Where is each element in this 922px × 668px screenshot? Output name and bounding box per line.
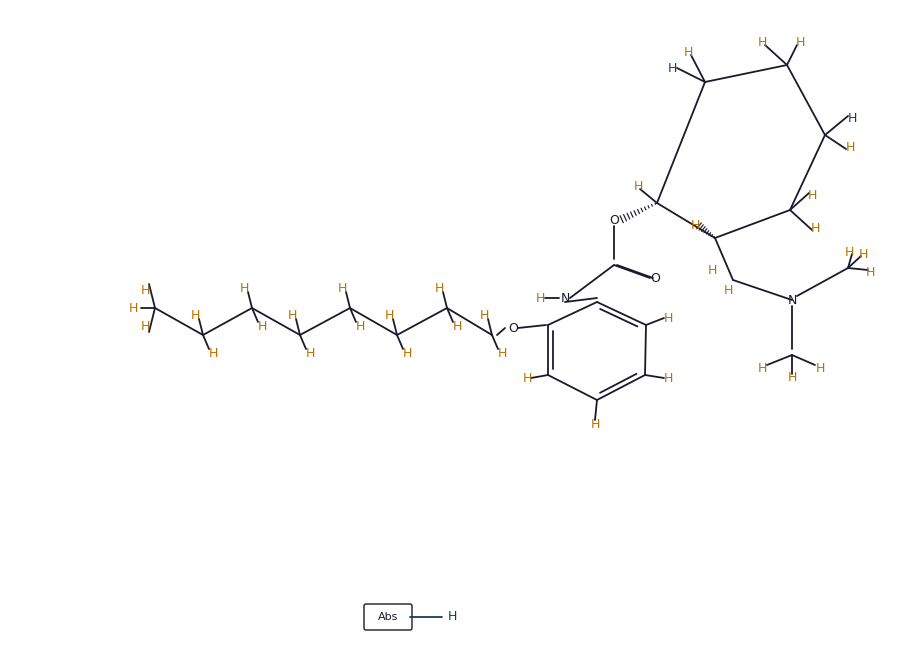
Text: H: H	[757, 35, 767, 49]
Text: H: H	[140, 319, 149, 333]
Text: H: H	[434, 281, 443, 295]
Text: N: N	[561, 291, 570, 305]
Text: H: H	[337, 281, 347, 295]
Text: H: H	[288, 309, 297, 321]
Text: H: H	[479, 309, 489, 321]
Text: H: H	[384, 309, 394, 321]
FancyBboxPatch shape	[364, 604, 412, 630]
Text: H: H	[305, 347, 314, 359]
Text: H: H	[787, 371, 797, 383]
Text: Abs: Abs	[378, 612, 398, 622]
Text: H: H	[140, 283, 149, 297]
Text: H: H	[453, 319, 462, 333]
Text: H: H	[663, 311, 673, 325]
Text: H: H	[858, 248, 868, 261]
Text: O: O	[609, 214, 619, 226]
Text: H: H	[128, 301, 137, 315]
Text: H: H	[683, 45, 692, 59]
Text: H: H	[668, 61, 677, 75]
Text: H: H	[815, 361, 824, 375]
Text: H: H	[866, 265, 875, 279]
Text: H: H	[633, 180, 643, 192]
Text: H: H	[522, 371, 532, 385]
Text: H: H	[497, 347, 507, 359]
Text: H: H	[757, 361, 767, 375]
Text: H: H	[208, 347, 218, 359]
Text: O: O	[508, 321, 518, 335]
Text: H: H	[355, 319, 365, 333]
Text: H: H	[402, 347, 412, 359]
Text: H: H	[536, 291, 545, 305]
Text: H: H	[240, 281, 249, 295]
Text: H: H	[847, 112, 857, 124]
Text: H: H	[590, 418, 599, 430]
Text: H: H	[796, 35, 805, 49]
Text: H: H	[663, 371, 673, 385]
Text: H: H	[190, 309, 200, 321]
Text: H: H	[257, 319, 266, 333]
Text: H: H	[845, 140, 855, 154]
Text: H: H	[724, 283, 733, 297]
Text: N: N	[787, 293, 797, 307]
Text: H: H	[810, 222, 820, 234]
Text: H: H	[707, 263, 716, 277]
Text: H: H	[808, 188, 817, 202]
Text: H: H	[447, 611, 456, 623]
Text: H: H	[845, 246, 854, 259]
Text: O: O	[650, 271, 660, 285]
Text: H: H	[691, 218, 700, 232]
